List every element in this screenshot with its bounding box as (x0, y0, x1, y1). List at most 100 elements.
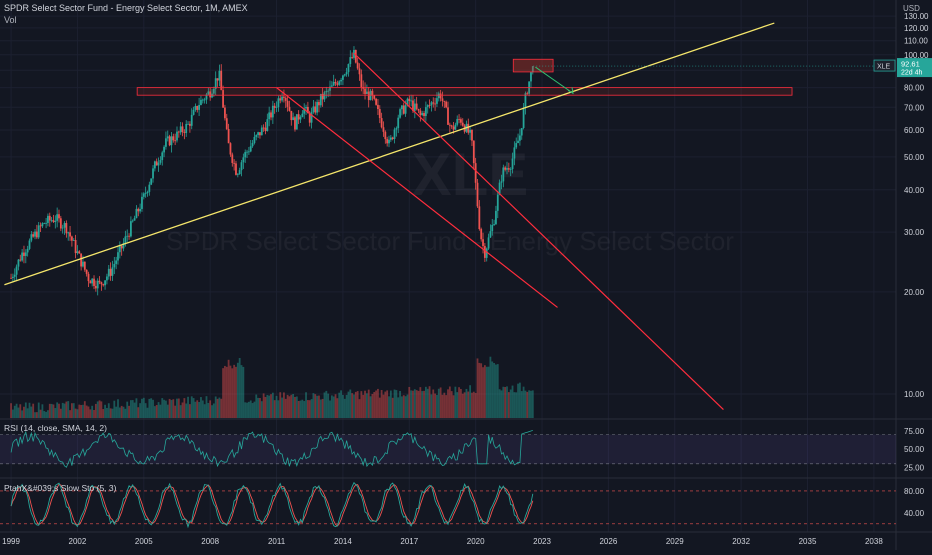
rsi-axis-tick: 75.00 (904, 427, 925, 436)
candle (421, 110, 424, 117)
volume-bar (242, 366, 245, 418)
candle-body (34, 231, 36, 237)
candle-body (434, 103, 436, 105)
candle-body (507, 168, 510, 170)
candle-body (96, 280, 99, 289)
candle (284, 96, 287, 108)
volume-bar (222, 368, 224, 418)
candle-body (283, 96, 285, 98)
candle-body (207, 91, 210, 95)
volume-bar (141, 398, 143, 418)
candle (91, 278, 94, 287)
volume-bar (246, 402, 248, 418)
candle-body (187, 123, 189, 125)
candle (432, 97, 435, 108)
volume-bar (478, 362, 481, 418)
candle-body (351, 57, 354, 58)
candle-body (266, 119, 269, 132)
candle (279, 95, 282, 104)
candle (238, 167, 241, 175)
volume-bar (343, 398, 346, 418)
volume-bar (275, 395, 278, 418)
volume-bar (495, 364, 497, 418)
candle-body (437, 93, 440, 99)
time-axis-tick: 2002 (69, 537, 87, 546)
volume-bar (155, 405, 158, 418)
candle-body (461, 122, 464, 126)
volume-bar (371, 394, 374, 418)
candle-body (190, 114, 193, 126)
price-axis-tick: 20.00 (904, 288, 925, 297)
volume-bar (78, 404, 81, 418)
volume-bar (487, 366, 490, 418)
candle-body (214, 78, 217, 89)
candle-body (122, 242, 125, 249)
candle (115, 256, 118, 270)
candle (460, 117, 462, 126)
candle-body (483, 246, 486, 258)
horizontal-resistance-zone (136, 87, 793, 96)
volume-bar (74, 408, 77, 418)
candle (48, 212, 51, 227)
candle-body (139, 208, 142, 212)
candle (513, 141, 516, 166)
last-price-badge (897, 58, 932, 78)
candle-body (45, 222, 47, 224)
candle-body (37, 225, 40, 238)
candle-body (491, 224, 494, 232)
candle-body (74, 240, 77, 254)
candle-body (23, 252, 25, 256)
candle-body (47, 215, 49, 223)
candle (489, 224, 492, 239)
volume-bar (471, 392, 473, 418)
candle (188, 121, 191, 133)
volume-bar (144, 403, 147, 418)
candle-body (41, 223, 44, 227)
candle-body (233, 162, 236, 164)
volume-bar (336, 398, 339, 418)
candle (165, 131, 167, 150)
candle-body (281, 96, 283, 101)
candle (148, 181, 151, 196)
volume-bar (353, 394, 355, 418)
volume-bar (297, 400, 300, 418)
candle-body (111, 267, 114, 276)
volume-bar (316, 395, 319, 418)
volume-bar (436, 395, 438, 418)
volume-bar (152, 399, 154, 418)
volume-bar (388, 396, 390, 418)
candle-body (262, 127, 265, 129)
candle (142, 192, 145, 200)
volume-bar (528, 390, 531, 418)
candle-body (294, 117, 296, 130)
candle (530, 72, 532, 89)
candle-body (106, 276, 108, 281)
candle-body (524, 93, 527, 108)
candle (98, 276, 101, 285)
candle (303, 103, 306, 119)
volume-bar (185, 403, 188, 418)
volume-bar (338, 392, 341, 418)
candle (111, 260, 114, 281)
volume-bar (441, 394, 444, 418)
candle-body (78, 251, 81, 254)
volume-bar (448, 386, 451, 418)
volume-bar (472, 391, 475, 418)
candle (50, 217, 53, 223)
candle-body (347, 64, 350, 73)
volume-bar (59, 408, 62, 418)
candle (203, 97, 206, 104)
candle (200, 95, 202, 106)
candle-body (118, 245, 121, 253)
candle-body (93, 278, 95, 286)
candle (386, 136, 389, 147)
chart-title: SPDR Select Sector Fund - Energy Select … (4, 3, 248, 13)
candle (69, 226, 71, 241)
candle (240, 159, 243, 177)
candle (424, 101, 427, 122)
candle (456, 115, 459, 127)
candle (141, 192, 143, 212)
candle (137, 207, 140, 217)
